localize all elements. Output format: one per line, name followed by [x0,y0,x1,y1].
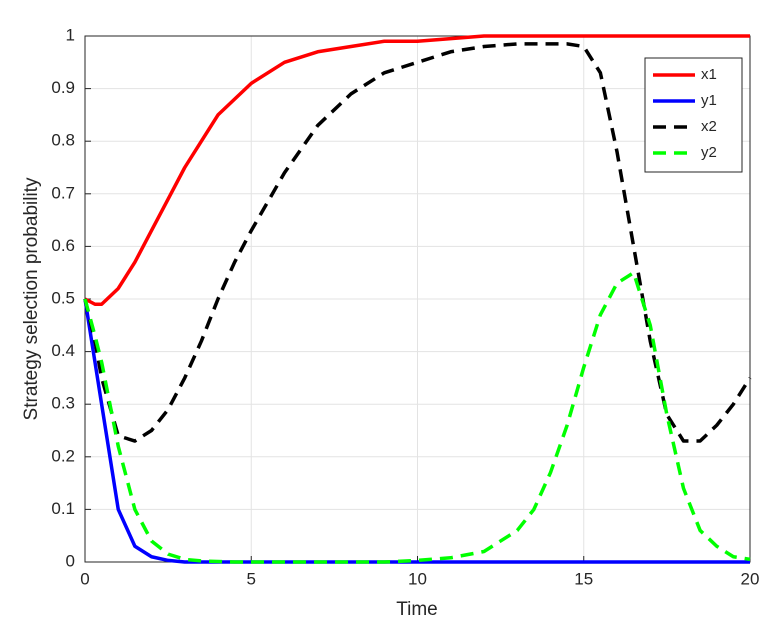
line-series [83,42,752,443]
y-tick-label: 0.8 [51,131,75,150]
y-tick-label: 0.5 [51,288,75,307]
y-tick-label: 0.3 [51,394,75,413]
x-tick-label: 10 [408,569,427,588]
line-series [83,270,751,564]
legend-label: x2 [701,118,717,135]
y-axis-label: Strategy selection probability [21,177,42,420]
x-tick-label: 0 [80,569,89,588]
y-tick-label: 1 [66,25,75,44]
x-tick-label: 5 [247,569,256,588]
y-tick-label: 0.9 [51,78,75,97]
legend-label: x1 [701,66,717,83]
y-tick-label: 0.1 [51,499,75,518]
legend-label: y1 [701,92,717,109]
line-series [84,34,750,307]
legend-label: y2 [701,144,717,161]
x-tick-label: 20 [741,569,760,588]
x-axis-label: Time [396,599,438,620]
y-tick-label: 0.4 [51,341,75,360]
x-tick-label: 15 [574,569,593,588]
y-tick-label: 0.2 [51,446,75,465]
y-tick-label: 0.7 [51,183,75,202]
line-series [83,298,750,564]
y-tick-label: 0 [66,551,75,570]
y-tick-label: 0.6 [51,236,75,255]
